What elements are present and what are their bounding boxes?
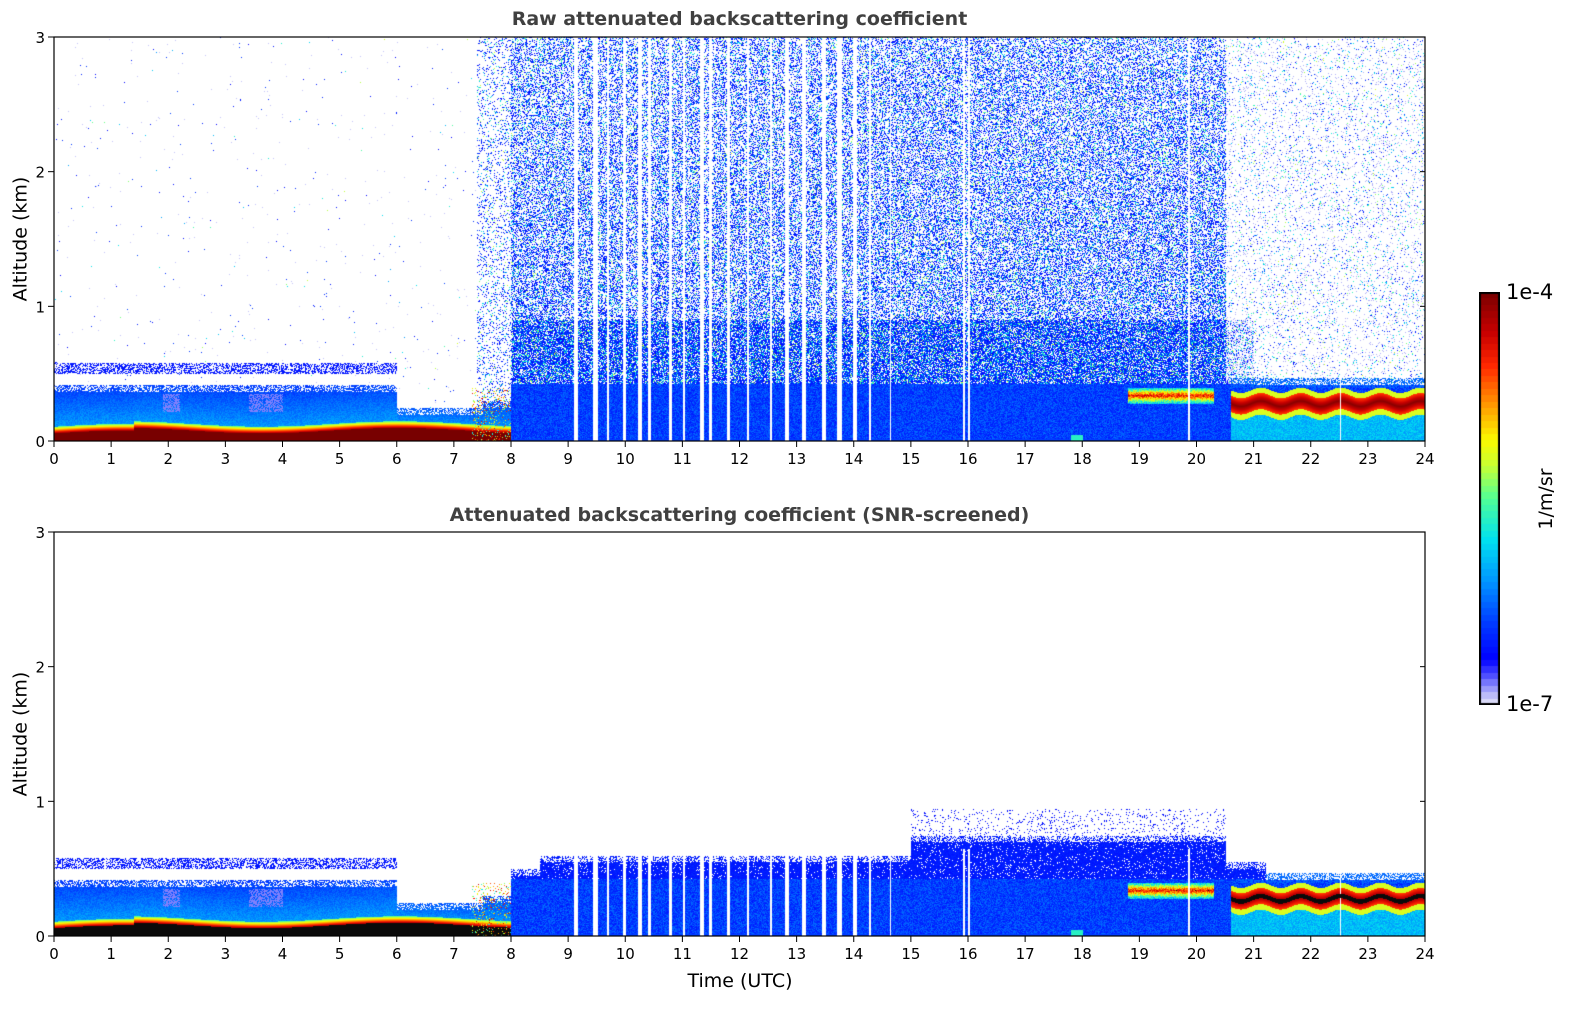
x-tick-label: 21 xyxy=(1244,450,1263,468)
x-tick-label: 18 xyxy=(1073,945,1092,963)
plot-frame xyxy=(53,531,1426,937)
colorbar xyxy=(1479,292,1500,705)
x-tick-label: 23 xyxy=(1358,450,1377,468)
x-tick-label: 22 xyxy=(1301,945,1320,963)
x-tick-label: 16 xyxy=(958,945,977,963)
x-tick-label: 6 xyxy=(392,945,402,963)
x-axis-label: Time (UTC) xyxy=(687,970,793,992)
y-tick-label: 0 xyxy=(35,433,45,451)
colorbar-label: 1/m/sr xyxy=(1535,468,1557,530)
x-tick-label: 17 xyxy=(1016,945,1035,963)
top-y-axis-label: Altitude (km) xyxy=(9,176,32,302)
x-tick-label: 0 xyxy=(49,450,59,468)
x-tick-label: 4 xyxy=(278,450,288,468)
y-tick-label: 3 xyxy=(35,524,45,542)
x-tick-label: 0 xyxy=(49,945,59,963)
y-tick-label: 3 xyxy=(35,29,45,47)
y-tick-label: 1 xyxy=(35,298,45,316)
x-tick-label: 15 xyxy=(901,450,920,468)
top-panel-title: Raw attenuated backscattering coefficien… xyxy=(511,8,968,30)
x-tick-label: 19 xyxy=(1130,945,1149,963)
plot-frame xyxy=(53,36,1426,442)
bottom-heatmap xyxy=(54,532,1425,936)
x-tick-label: 12 xyxy=(730,450,749,468)
x-tick-label: 17 xyxy=(1016,450,1035,468)
x-tick-label: 3 xyxy=(221,450,231,468)
top-heatmap xyxy=(54,37,1425,441)
x-tick-label: 7 xyxy=(449,450,459,468)
x-tick-label: 16 xyxy=(958,450,977,468)
x-tick-label: 21 xyxy=(1244,945,1263,963)
bottom-y-axis-label: Altitude (km) xyxy=(9,671,32,797)
x-tick-label: 20 xyxy=(1187,450,1206,468)
y-tick-label: 0 xyxy=(35,928,45,946)
x-tick-label: 18 xyxy=(1073,450,1092,468)
x-tick-label: 14 xyxy=(844,450,863,468)
colorbar-max-label: 1e-4 xyxy=(1506,280,1554,304)
x-tick-label: 8 xyxy=(506,945,516,963)
x-tick-label: 12 xyxy=(730,945,749,963)
x-tick-label: 9 xyxy=(563,945,573,963)
x-tick-label: 11 xyxy=(673,945,692,963)
x-tick-label: 5 xyxy=(335,945,345,963)
bottom-panel-title: Attenuated backscattering coefficient (S… xyxy=(449,504,1030,526)
x-tick-label: 7 xyxy=(449,945,459,963)
y-tick-label: 1 xyxy=(35,793,45,811)
x-tick-label: 24 xyxy=(1415,450,1434,468)
x-tick-label: 6 xyxy=(392,450,402,468)
x-tick-label: 10 xyxy=(616,450,635,468)
x-tick-label: 22 xyxy=(1301,450,1320,468)
x-tick-label: 13 xyxy=(787,945,806,963)
x-tick-label: 14 xyxy=(844,945,863,963)
x-tick-label: 11 xyxy=(673,450,692,468)
colorbar-min-label: 1e-7 xyxy=(1506,692,1554,716)
x-tick-label: 5 xyxy=(335,450,345,468)
x-tick-label: 20 xyxy=(1187,945,1206,963)
x-tick-label: 19 xyxy=(1130,450,1149,468)
x-tick-label: 2 xyxy=(163,450,173,468)
x-tick-label: 3 xyxy=(221,945,231,963)
x-tick-label: 10 xyxy=(616,945,635,963)
y-tick-label: 2 xyxy=(35,164,45,182)
x-tick-label: 8 xyxy=(506,450,516,468)
x-tick-label: 9 xyxy=(563,450,573,468)
x-tick-label: 1 xyxy=(106,945,116,963)
x-tick-label: 24 xyxy=(1415,945,1434,963)
x-tick-label: 23 xyxy=(1358,945,1377,963)
x-tick-label: 15 xyxy=(901,945,920,963)
x-tick-label: 2 xyxy=(163,945,173,963)
x-tick-label: 4 xyxy=(278,945,288,963)
x-tick-label: 1 xyxy=(106,450,116,468)
y-tick-label: 2 xyxy=(35,659,45,677)
x-tick-label: 13 xyxy=(787,450,806,468)
